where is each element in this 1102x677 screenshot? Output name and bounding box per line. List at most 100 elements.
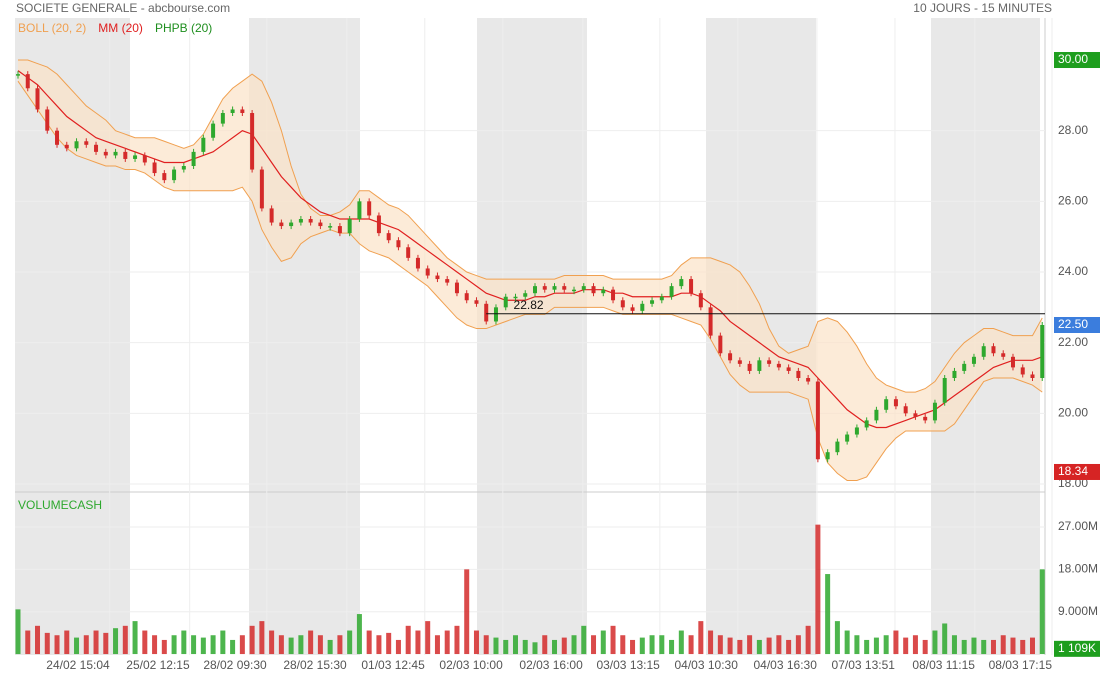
y-tick-label: 24.00 bbox=[1058, 264, 1088, 278]
volume-bar bbox=[337, 635, 343, 655]
volume-bar bbox=[83, 635, 89, 655]
volume-bar bbox=[669, 639, 675, 655]
volume-bar bbox=[454, 625, 460, 655]
volume-bar bbox=[425, 621, 431, 655]
volume-bar bbox=[493, 637, 499, 655]
volume-bar bbox=[942, 623, 948, 655]
volume-bar bbox=[181, 630, 187, 655]
volume-bar bbox=[903, 637, 909, 655]
y2-tick-label: 18.00M bbox=[1058, 562, 1098, 576]
volume-bar bbox=[522, 639, 528, 655]
volume-bar bbox=[795, 635, 801, 655]
volume-bar bbox=[620, 635, 626, 655]
volume-bar bbox=[834, 621, 840, 655]
volume-bar bbox=[747, 635, 753, 655]
y-tick-label: 26.00 bbox=[1058, 194, 1088, 208]
volume-bar bbox=[512, 635, 518, 655]
price-marker bbox=[1054, 317, 1100, 334]
chart-subtitle: 10 JOURS - 15 MINUTES bbox=[913, 1, 1052, 15]
legend-entry: PHPB (20) bbox=[155, 21, 212, 35]
volume-bar bbox=[600, 630, 606, 655]
volume-bar bbox=[308, 630, 314, 655]
volume-bar bbox=[113, 628, 119, 655]
volume-bar bbox=[1000, 635, 1006, 655]
volume-bar bbox=[444, 630, 450, 655]
volume-bar bbox=[717, 635, 723, 655]
volume-bar bbox=[288, 637, 294, 655]
volume-bar bbox=[434, 635, 440, 655]
x-tick-label: 28/02 15:30 bbox=[283, 658, 347, 672]
x-tick-label: 03/03 13:15 bbox=[596, 658, 660, 672]
bollinger-upper bbox=[18, 59, 1043, 393]
volume-bar bbox=[971, 637, 977, 655]
volume-bar bbox=[708, 630, 714, 655]
y2-tick-label: 9.000M bbox=[1058, 604, 1098, 618]
volume-bar bbox=[1020, 639, 1026, 655]
price-marker bbox=[1054, 52, 1100, 69]
volume-bar bbox=[405, 625, 411, 655]
volume-bar bbox=[191, 635, 197, 655]
x-tick-label: 04/03 10:30 bbox=[674, 658, 738, 672]
x-tick-label: 07/03 13:51 bbox=[832, 658, 896, 672]
y-tick-label: 20.00 bbox=[1058, 406, 1088, 420]
volume-bar bbox=[532, 642, 538, 655]
day-band bbox=[477, 18, 587, 655]
volume-bar bbox=[142, 630, 148, 655]
volume-bar bbox=[464, 569, 470, 655]
x-tick-label: 04/03 16:30 bbox=[754, 658, 818, 672]
volume-bar bbox=[210, 635, 216, 655]
volume-bar bbox=[844, 630, 850, 655]
panel-label: VOLUMECASH bbox=[18, 498, 102, 512]
volume-bar bbox=[200, 637, 206, 655]
price-marker bbox=[1054, 463, 1100, 480]
chart-title: SOCIETE GENERALE - abcbourse.com bbox=[16, 1, 230, 15]
volume-bar bbox=[815, 524, 821, 655]
moving-average bbox=[17, 70, 1043, 429]
volume-marker-label: 1 109K bbox=[1058, 641, 1096, 655]
volume-bar bbox=[922, 639, 928, 655]
volume-bar bbox=[317, 635, 323, 655]
volume-bar bbox=[347, 630, 353, 655]
volume-bar bbox=[873, 637, 879, 655]
volume-bar bbox=[864, 639, 870, 655]
volume-bar bbox=[366, 630, 372, 655]
volume-bar bbox=[912, 635, 918, 655]
volume-bar bbox=[776, 635, 782, 655]
volume-bar bbox=[415, 630, 421, 655]
x-tick-label: 24/02 15:04 bbox=[46, 658, 110, 672]
volume-bar bbox=[64, 630, 70, 655]
volume-bar bbox=[825, 574, 831, 655]
volume-bar bbox=[1029, 637, 1035, 655]
volume-bar bbox=[395, 639, 401, 655]
volume-bar bbox=[678, 630, 684, 655]
volume-bar bbox=[1010, 637, 1016, 655]
volume-bar bbox=[542, 635, 548, 655]
y-tick-label: 22.00 bbox=[1058, 335, 1088, 349]
volume-bar bbox=[698, 621, 704, 655]
volume-bar bbox=[883, 635, 889, 655]
price-marker-label: 18.34 bbox=[1058, 464, 1088, 478]
volume-bar bbox=[688, 635, 694, 655]
volume-bar bbox=[93, 630, 99, 655]
level-label: 22.82 bbox=[514, 298, 544, 312]
volume-bar bbox=[44, 632, 50, 655]
volume-bar bbox=[786, 639, 792, 655]
volume-bar bbox=[269, 630, 275, 655]
volume-bar bbox=[220, 630, 226, 655]
x-tick-label: 02/03 10:00 bbox=[439, 658, 503, 672]
volume-bar bbox=[1039, 569, 1045, 655]
volume-bar bbox=[356, 614, 362, 655]
volume-bar bbox=[473, 630, 479, 655]
volume-bar bbox=[171, 635, 177, 655]
volume-bar bbox=[278, 635, 284, 655]
volume-bar bbox=[503, 639, 509, 655]
volume-bar bbox=[756, 639, 762, 655]
x-tick-label: 02/03 16:00 bbox=[519, 658, 583, 672]
legend-entry: MM (20) bbox=[98, 21, 143, 35]
x-tick-label: 01/03 12:45 bbox=[361, 658, 425, 672]
y-tick-label: 28.00 bbox=[1058, 123, 1088, 137]
volume-bar bbox=[230, 639, 236, 655]
volume-bar bbox=[659, 635, 665, 655]
volume-bar bbox=[386, 632, 392, 655]
